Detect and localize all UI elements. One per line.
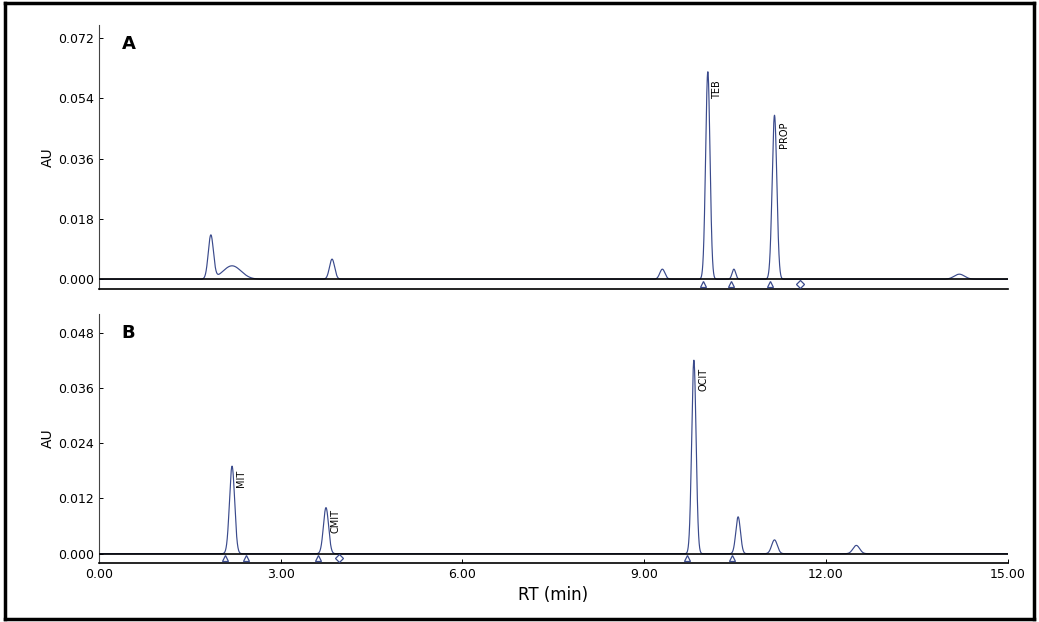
Y-axis label: AU: AU (42, 147, 55, 167)
Text: PROP: PROP (779, 122, 789, 148)
Text: OCIT: OCIT (698, 368, 709, 391)
Text: MIT: MIT (236, 470, 246, 487)
Text: A: A (122, 35, 135, 53)
Text: CMIT: CMIT (330, 509, 340, 534)
Text: B: B (122, 324, 135, 342)
Text: TEB: TEB (712, 80, 722, 99)
X-axis label: RT (min): RT (min) (518, 587, 588, 605)
Y-axis label: AU: AU (42, 429, 55, 448)
